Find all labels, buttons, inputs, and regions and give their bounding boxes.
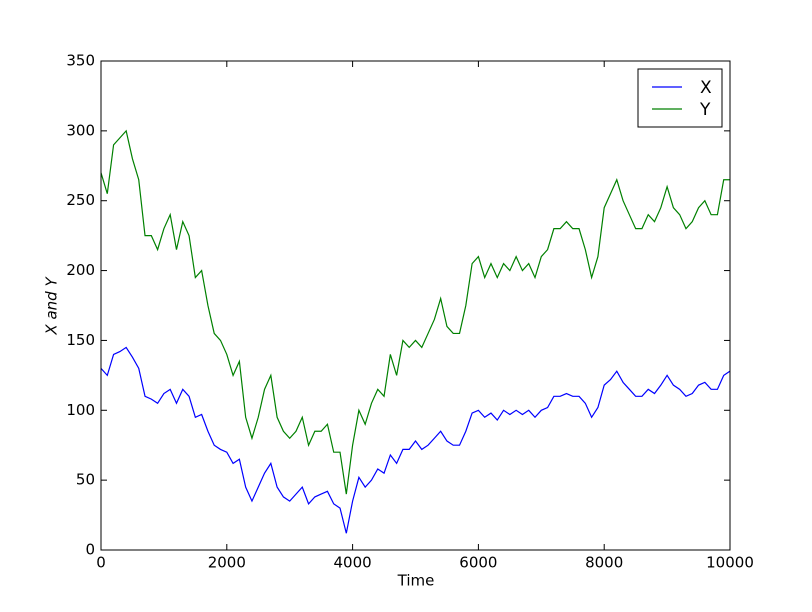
- y-tick-label: 350: [66, 52, 95, 70]
- y-tick-label: 0: [85, 541, 95, 559]
- legend-label: Y: [699, 100, 711, 120]
- x-tick-label: 2000: [208, 554, 246, 572]
- x-tick-label: 0: [96, 554, 106, 572]
- y-tick-label: 150: [66, 331, 95, 349]
- x-tick-label: 6000: [459, 554, 497, 572]
- data-line: [100, 346, 731, 534]
- y-tick-label: 100: [66, 401, 95, 419]
- y-axis-label: X and Y: [43, 276, 61, 336]
- legend-label: X: [700, 78, 712, 98]
- x-tick-label: 4000: [334, 554, 372, 572]
- plot-frame: [100, 60, 731, 551]
- x-tick-label: 10000: [706, 554, 754, 572]
- y-tick-label: 300: [66, 121, 95, 139]
- y-tick-label: 250: [66, 191, 95, 209]
- data-line: [100, 129, 730, 495]
- x-axis-label: Time: [397, 572, 435, 590]
- legend-box: [637, 68, 723, 128]
- x-tick-label: 8000: [585, 554, 623, 572]
- y-tick-label: 200: [66, 261, 95, 279]
- y-tick-label: 50: [76, 471, 95, 489]
